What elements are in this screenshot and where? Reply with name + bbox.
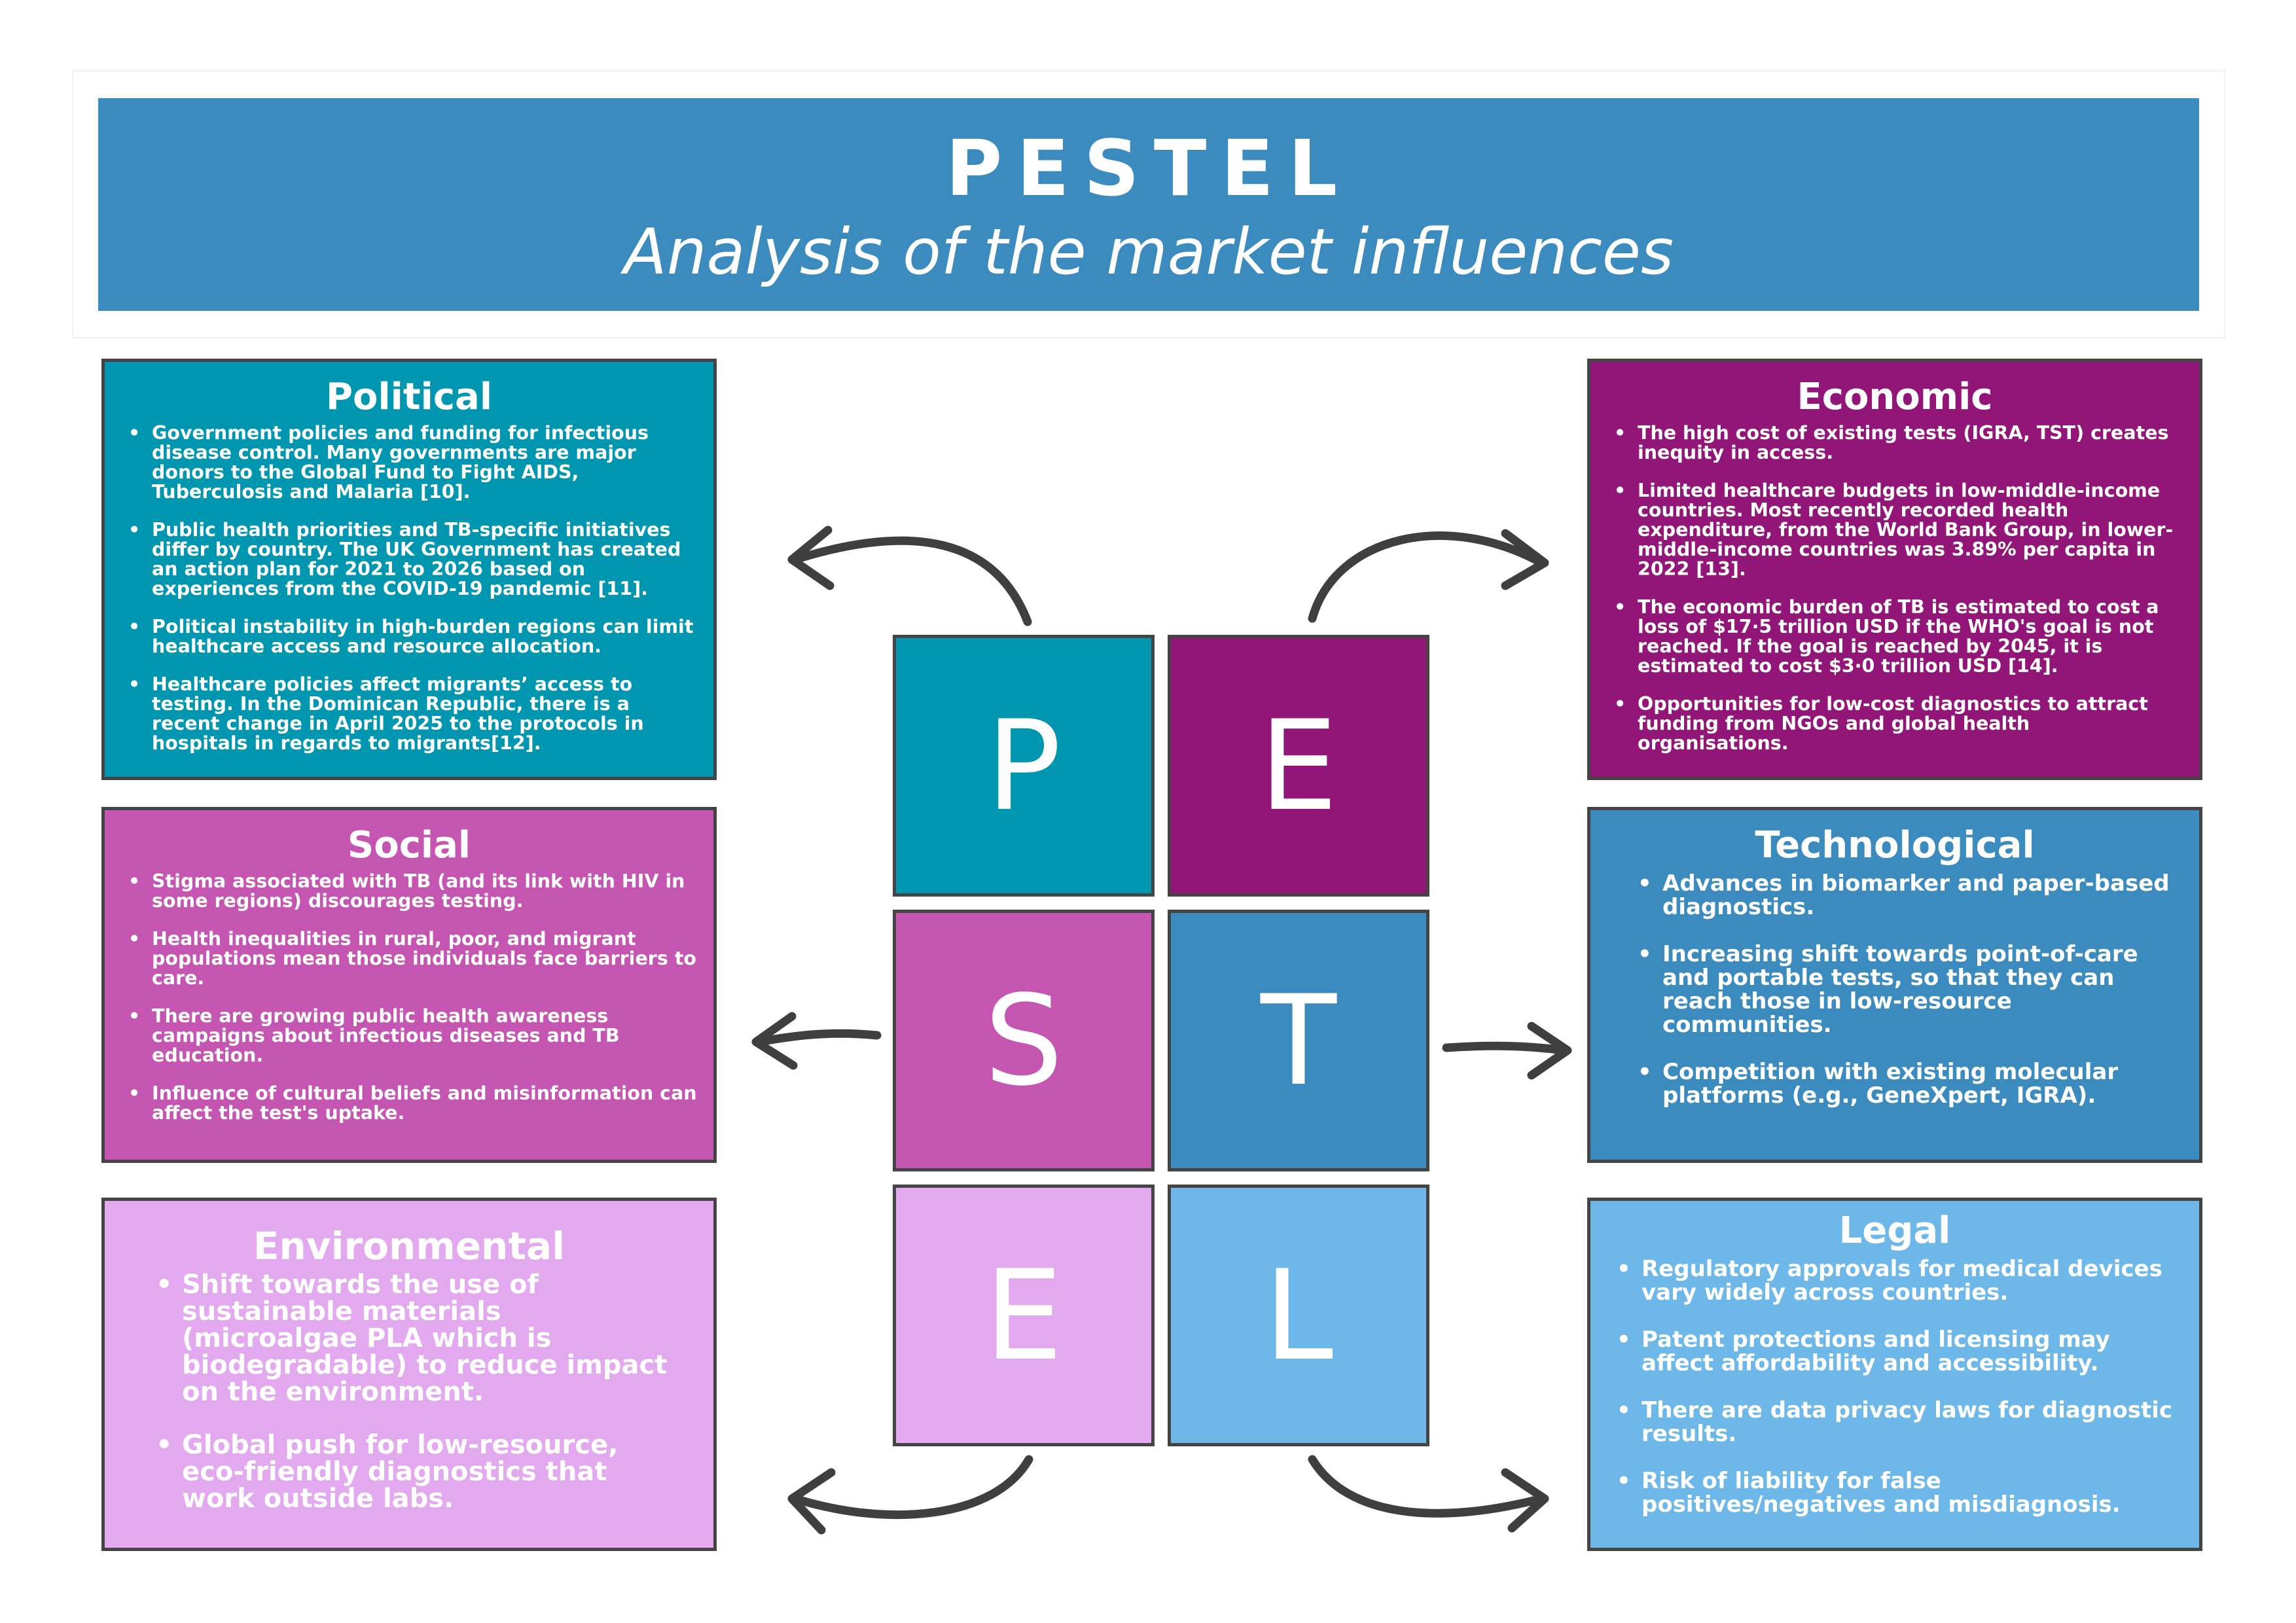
social-card: Social Stigma associated with TB (and it… — [101, 807, 717, 1163]
economic-list: The high cost of existing tests (IGRA, T… — [1590, 418, 2199, 753]
header-frame — [72, 70, 2225, 338]
legal-item: Regulatory approvals for medical devices… — [1617, 1257, 2182, 1304]
environmental-title: Environmental — [253, 1224, 565, 1268]
social-item: Stigma associated with TB (and its link … — [128, 872, 699, 911]
social-item: Influence of cultural beliefs and misinf… — [128, 1084, 699, 1123]
political-item: Public health priorities and TB-specific… — [128, 520, 699, 599]
environmental-item: Shift towards the use of sustainable mat… — [156, 1272, 674, 1406]
legal-item: There are data privacy laws for diagnost… — [1617, 1399, 2182, 1446]
legal-list: Regulatory approvals for medical devices… — [1590, 1252, 2199, 1516]
tile-e-environmental: E — [893, 1185, 1155, 1446]
legal-item: Risk of liability for false positives/ne… — [1617, 1469, 2182, 1516]
arrow-to-environmental — [787, 1455, 1033, 1535]
economic-title: Economic — [1797, 376, 1993, 418]
political-item: Government policies and funding for infe… — [128, 423, 699, 502]
social-list: Stigma associated with TB (and its link … — [105, 866, 713, 1123]
environmental-list: Shift towards the use of sustainable mat… — [105, 1268, 713, 1512]
tile-e-economic: E — [1168, 635, 1429, 897]
tile-p: P — [893, 635, 1155, 897]
tile-t: T — [1168, 910, 1429, 1171]
arrow-to-technological — [1442, 1022, 1572, 1080]
political-item: Healthcare policies affect migrants’ acc… — [128, 675, 699, 753]
political-card: Political Government policies and fundin… — [101, 359, 717, 780]
header-banner: PESTEL Analysis of the market influences — [98, 98, 2199, 311]
legal-title: Legal — [1839, 1209, 1951, 1252]
legal-item: Patent protections and licensing may aff… — [1617, 1328, 2182, 1375]
technological-list: Advances in biomarker and paper-based di… — [1590, 866, 2199, 1107]
page-subtitle: Analysis of the market influences — [624, 215, 1674, 289]
economic-item: Limited healthcare budgets in low-middle… — [1614, 481, 2185, 579]
environmental-card: Environmental Shift towards the use of s… — [101, 1198, 717, 1551]
arrow-to-social — [751, 1012, 882, 1070]
technological-item: Advances in biomarker and paper-based di… — [1638, 872, 2182, 919]
arrow-to-political — [787, 526, 1032, 626]
technological-item: Increasing shift towards point-of-care a… — [1638, 942, 2182, 1037]
page-title: PESTEL — [945, 123, 1352, 213]
technological-title: Technological — [1755, 824, 2035, 866]
political-list: Government policies and funding for infe… — [105, 418, 713, 753]
social-item: There are growing public health awarenes… — [128, 1007, 699, 1065]
economic-item: The high cost of existing tests (IGRA, T… — [1614, 423, 2185, 463]
arrow-to-economic — [1308, 529, 1549, 623]
economic-card: Economic The high cost of existing tests… — [1587, 359, 2202, 780]
political-title: Political — [325, 376, 493, 418]
political-item: Political instability in high-burden reg… — [128, 617, 699, 656]
legal-card: Legal Regulatory approvals for medical d… — [1587, 1198, 2202, 1551]
arrow-to-legal — [1308, 1455, 1549, 1533]
tile-l: L — [1168, 1185, 1429, 1446]
technological-item: Competition with existing molecular plat… — [1638, 1060, 2182, 1107]
tile-s: S — [893, 910, 1155, 1171]
social-item: Health inequalities in rural, poor, and … — [128, 929, 699, 988]
social-title: Social — [347, 824, 471, 866]
technological-card: Technological Advances in biomarker and … — [1587, 807, 2202, 1163]
economic-item: Opportunities for low-cost diagnostics t… — [1614, 694, 2185, 753]
environmental-item: Global push for low-resource, eco-friend… — [156, 1432, 674, 1512]
economic-item: The economic burden of TB is estimated t… — [1614, 597, 2185, 676]
